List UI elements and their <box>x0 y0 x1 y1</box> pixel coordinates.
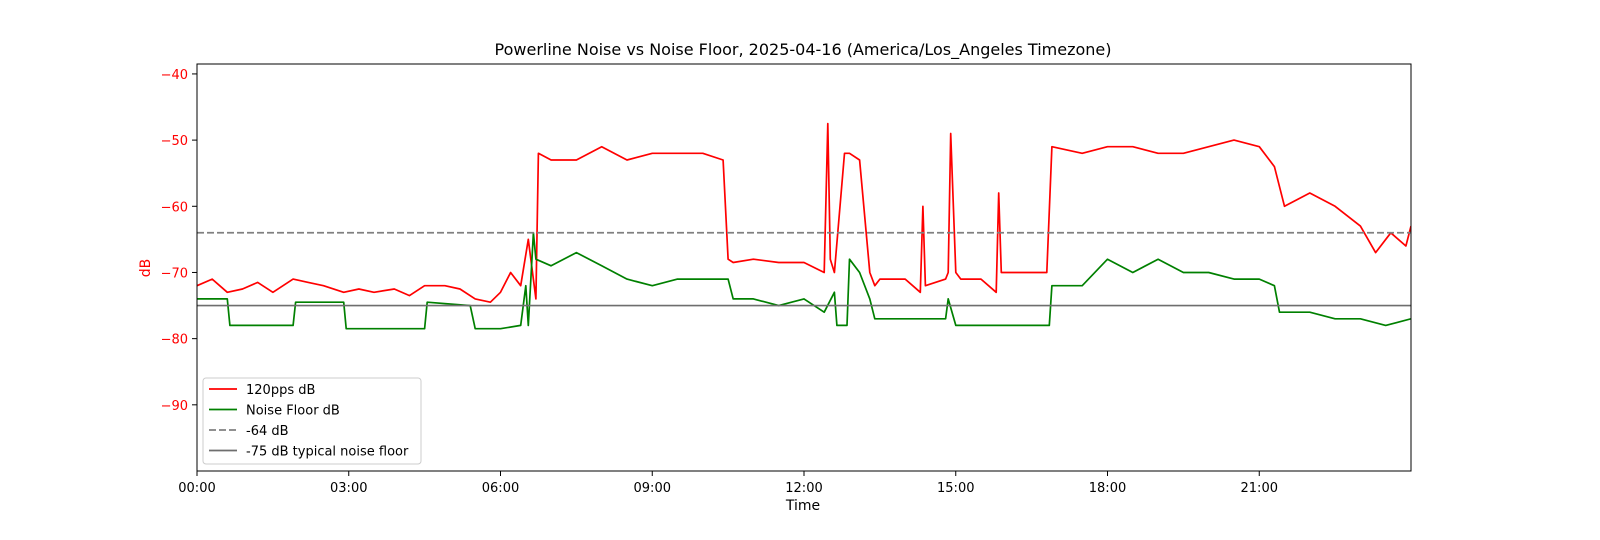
legend-label: -75 dB typical noise floor <box>246 445 409 460</box>
x-tick-label: 09:00 <box>634 481 671 496</box>
y-tick-label: −70 <box>161 266 188 281</box>
legend-label: Noise Floor dB <box>246 404 340 419</box>
x-tick-label: 06:00 <box>482 481 519 496</box>
x-tick-label: 12:00 <box>785 481 822 496</box>
x-tick-label: 15:00 <box>937 481 974 496</box>
y-axis-ticks: −90 −80 −70 −60 −50 −40 <box>161 68 197 414</box>
y-axis-label: dB <box>138 259 154 278</box>
y-tick-label: −90 <box>161 399 188 414</box>
plot-frame <box>196 63 1412 472</box>
x-tick-label: 03:00 <box>330 481 367 496</box>
chart-title: Powerline Noise vs Noise Floor, 2025-04-… <box>495 40 1112 60</box>
x-tick-label: 00:00 <box>178 481 215 496</box>
legend-label: -64 dB <box>246 424 289 439</box>
y-tick-label: −60 <box>161 200 188 215</box>
legend-label: 120pps dB <box>246 383 315 398</box>
series-layer <box>197 122 1411 330</box>
y-tick-label: −50 <box>161 134 188 149</box>
x-tick-label: 18:00 <box>1089 481 1126 496</box>
x-axis-label: Time <box>785 498 820 514</box>
legend: 120pps dB Noise Floor dB -64 dB -75 dB typi… <box>202 377 422 465</box>
legend-box <box>202 377 422 465</box>
y-tick-label: −40 <box>161 68 188 83</box>
series-120pps-db-line <box>197 122 1411 304</box>
y-tick-label: −80 <box>161 333 188 348</box>
series-noise-floor-db-line <box>197 231 1411 330</box>
x-axis-ticks: 00:00 03:00 06:00 09:00 12:00 15:00 18:00 21:00 <box>178 471 1278 496</box>
x-tick-label: 21:00 <box>1241 481 1278 496</box>
